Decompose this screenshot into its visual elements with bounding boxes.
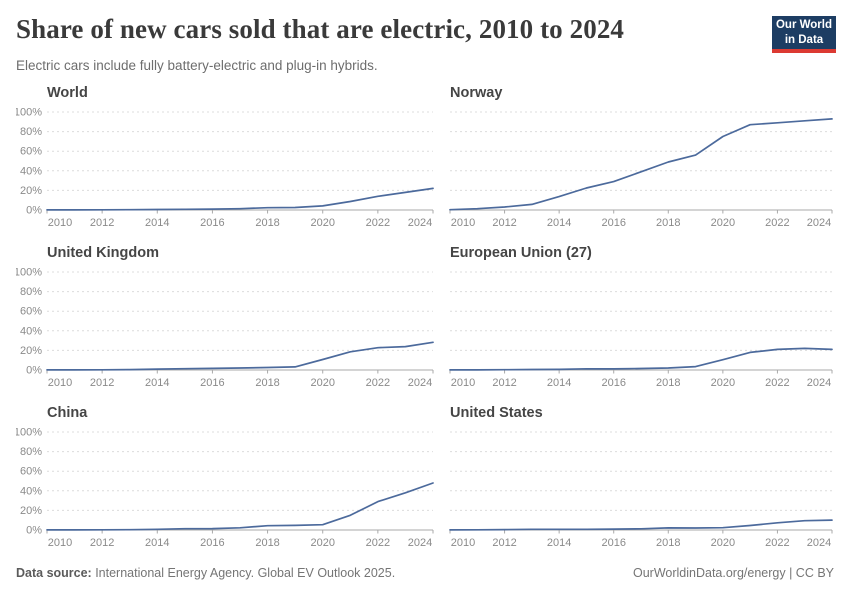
chart-panel-china: China 0% 20% 40% 60% 80% 100% 2010 2012 2014 2016… — [16, 404, 437, 564]
panel-title-china: China — [47, 405, 88, 421]
svg-text:2022: 2022 — [366, 377, 390, 388]
svg-text:2016: 2016 — [200, 377, 224, 388]
svg-text:2020: 2020 — [711, 537, 735, 548]
data-source-label: Data source: — [16, 566, 92, 580]
svg-text:80%: 80% — [20, 286, 42, 298]
svg-text:2010: 2010 — [451, 377, 475, 388]
line-chart-european-union: 2010 2012 2014 2016 2018 2020 2022 2024 — [449, 271, 833, 388]
line-chart-norway: 2010 2012 2014 2016 2018 2020 2022 2024 — [449, 111, 833, 228]
chart-panel-world: World 0% 20% 40% 60% 80% 100% 2010 2012 2014 2016… — [16, 84, 437, 244]
svg-text:40%: 40% — [20, 485, 42, 497]
line-chart-united-states: 2010 2012 2014 2016 2018 2020 2022 2024 — [449, 431, 833, 548]
svg-text:2014: 2014 — [547, 377, 571, 388]
svg-text:2022: 2022 — [366, 537, 390, 548]
svg-text:100%: 100% — [16, 107, 42, 119]
svg-text:2022: 2022 — [765, 537, 789, 548]
charts-grid: World 0% 20% 40% 60% 80% 100% 2010 2012 2014 2016… — [16, 84, 834, 564]
chart-panel-united-states: United States 2010 2012 2014 2016 2018 2020 20… — [448, 404, 834, 564]
owid-license-link[interactable]: OurWorldinData.org/energy | CC BY — [632, 566, 834, 580]
svg-text:2024: 2024 — [408, 217, 432, 228]
svg-text:2022: 2022 — [765, 377, 789, 388]
svg-text:100%: 100% — [16, 267, 42, 279]
svg-text:2022: 2022 — [765, 217, 789, 228]
svg-text:2012: 2012 — [492, 377, 516, 388]
svg-text:2018: 2018 — [656, 217, 680, 228]
svg-text:2016: 2016 — [601, 537, 625, 548]
svg-text:2012: 2012 — [90, 537, 114, 548]
panel-title-norway: Norway — [450, 85, 503, 101]
svg-text:2016: 2016 — [601, 217, 625, 228]
panel-title-european-union: European Union (27) — [450, 245, 592, 261]
svg-text:2016: 2016 — [200, 217, 224, 228]
svg-text:2022: 2022 — [366, 217, 390, 228]
panel-title-united-kingdom: United Kingdom — [47, 245, 159, 261]
svg-text:2024: 2024 — [408, 537, 432, 548]
svg-text:2024: 2024 — [807, 377, 831, 388]
chart-panel-european-union: European Union (27) 2010 2012 2014 2016 2018… — [448, 244, 834, 404]
chart-subtitle: Electric cars include fully battery-elec… — [16, 58, 378, 73]
svg-text:2020: 2020 — [310, 537, 334, 548]
svg-text:2020: 2020 — [711, 377, 735, 388]
svg-text:60%: 60% — [20, 306, 42, 318]
svg-text:80%: 80% — [20, 446, 42, 458]
svg-text:2014: 2014 — [145, 217, 169, 228]
svg-text:2024: 2024 — [408, 377, 432, 388]
svg-text:2012: 2012 — [90, 377, 114, 388]
page-title: Share of new cars sold that are electric… — [16, 14, 625, 44]
svg-text:2010: 2010 — [48, 537, 72, 548]
svg-text:2020: 2020 — [310, 217, 334, 228]
svg-text:40%: 40% — [20, 165, 42, 177]
svg-text:2016: 2016 — [601, 377, 625, 388]
svg-text:0%: 0% — [26, 365, 42, 377]
svg-text:2014: 2014 — [547, 537, 571, 548]
svg-text:2010: 2010 — [451, 217, 475, 228]
svg-text:2016: 2016 — [200, 537, 224, 548]
line-chart-united-kingdom: 0% 20% 40% 60% 80% 100% 2010 2012 2014 2016 2018 20… — [16, 267, 434, 388]
line-chart-china: 0% 20% 40% 60% 80% 100% 2010 2012 2014 2016 2018 20… — [16, 427, 434, 548]
svg-text:0%: 0% — [26, 205, 42, 217]
svg-text:2024: 2024 — [807, 217, 831, 228]
svg-text:60%: 60% — [20, 146, 42, 158]
svg-text:2024: 2024 — [807, 537, 831, 548]
data-source-note: Data source: International Energy Agency… — [16, 566, 395, 580]
chart-footer: Data source: International Energy Agency… — [16, 566, 834, 580]
panel-title-world: World — [47, 85, 88, 101]
owid-logo[interactable]: Our World in Data — [772, 16, 836, 53]
svg-text:2018: 2018 — [255, 377, 279, 388]
data-source-text: International Energy Agency. Global EV O… — [91, 566, 396, 580]
chart-panel-norway: Norway 2010 2012 2014 2016 2018 2020 2022 2024 — [448, 84, 834, 244]
owid-logo-line1: Our World — [775, 19, 832, 31]
svg-text:2018: 2018 — [656, 537, 680, 548]
chart-panel-united-kingdom: United Kingdom 0% 20% 40% 60% 80% 100% 2010 201… — [16, 244, 437, 404]
svg-text:20%: 20% — [20, 345, 42, 357]
svg-text:60%: 60% — [20, 466, 42, 478]
svg-text:0%: 0% — [26, 525, 42, 537]
svg-text:2018: 2018 — [255, 217, 279, 228]
svg-text:2018: 2018 — [656, 377, 680, 388]
line-chart-world: 0% 20% 40% 60% 80% 100% 2010 2012 2014 2016 2018 20… — [16, 107, 434, 228]
svg-text:2014: 2014 — [145, 537, 169, 548]
panel-title-united-states: United States — [450, 405, 543, 421]
svg-text:80%: 80% — [20, 126, 42, 138]
svg-text:20%: 20% — [20, 505, 42, 517]
svg-text:40%: 40% — [20, 325, 42, 337]
svg-text:2014: 2014 — [145, 377, 169, 388]
svg-text:2012: 2012 — [492, 217, 516, 228]
svg-text:2010: 2010 — [48, 377, 72, 388]
svg-text:2014: 2014 — [547, 217, 571, 228]
svg-text:2012: 2012 — [90, 217, 114, 228]
svg-text:2020: 2020 — [310, 377, 334, 388]
svg-text:100%: 100% — [16, 427, 42, 439]
svg-text:2012: 2012 — [492, 537, 516, 548]
svg-text:2020: 2020 — [711, 217, 735, 228]
svg-text:2010: 2010 — [48, 217, 72, 228]
svg-text:2010: 2010 — [451, 537, 475, 548]
owid-logo-line2: in Data — [784, 34, 824, 46]
svg-text:20%: 20% — [20, 185, 42, 197]
svg-text:2018: 2018 — [255, 537, 279, 548]
